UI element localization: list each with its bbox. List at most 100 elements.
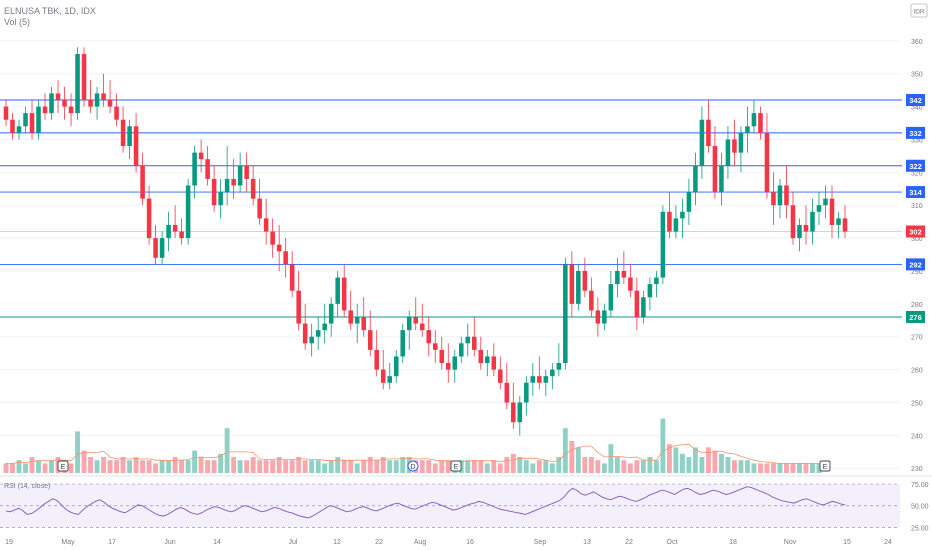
volume-bar	[250, 457, 256, 473]
candle	[159, 231, 165, 265]
candle	[413, 297, 419, 331]
candle	[49, 86, 54, 120]
currency-badge[interactable]	[910, 3, 928, 18]
candle	[276, 224, 282, 271]
volume-bar	[562, 428, 568, 473]
candle-body	[29, 113, 35, 133]
candle	[263, 198, 269, 245]
candle-body	[153, 238, 158, 258]
candle-body	[263, 218, 269, 232]
volume-bar	[595, 460, 601, 473]
candle-body	[16, 126, 22, 133]
candle	[341, 264, 347, 317]
candle	[133, 113, 139, 173]
x-tick-label: Jul	[289, 539, 298, 546]
candle-body	[816, 205, 822, 212]
candle-body	[537, 376, 542, 383]
y-tick-label: 330	[911, 137, 923, 144]
candle	[179, 218, 184, 245]
candle	[94, 86, 100, 120]
rsi-tick-label: 25.00	[911, 525, 929, 532]
candle	[289, 251, 295, 298]
candle	[478, 336, 484, 370]
candle	[114, 93, 119, 127]
candle	[777, 178, 783, 219]
candle	[29, 100, 35, 140]
candle-body	[237, 165, 243, 186]
y-tick-label: 260	[911, 368, 923, 375]
candle-body	[680, 211, 685, 219]
event-marker-earnings[interactable]: E	[57, 460, 69, 472]
volume-bar	[751, 463, 757, 473]
volume-bar	[699, 457, 705, 473]
candle-body	[322, 323, 327, 331]
volume-ma-line	[6, 443, 819, 464]
volume-bar	[211, 460, 217, 473]
volume-bar	[114, 460, 120, 473]
candle	[393, 349, 399, 383]
candle	[458, 336, 464, 364]
volume-bar	[29, 457, 35, 473]
candle-body	[315, 330, 321, 337]
rsi-tick-label: 75.00	[911, 482, 929, 489]
candle	[309, 323, 314, 357]
candle-body	[231, 178, 236, 186]
candle-body	[114, 106, 119, 120]
candle-body	[309, 336, 314, 344]
candle-body	[458, 343, 464, 357]
candle-body	[439, 349, 445, 364]
candle	[810, 198, 815, 245]
volume-bar	[653, 460, 659, 473]
x-tick-label: May	[61, 539, 75, 546]
candle-body	[198, 152, 204, 160]
earnings-icon	[57, 460, 69, 472]
x-tick-label: 22	[375, 539, 383, 546]
event-marker-earnings[interactable]: E	[819, 460, 831, 472]
candle-body	[615, 270, 620, 285]
volume-bar	[237, 460, 243, 473]
candle-body	[192, 152, 197, 186]
volume-bar	[49, 460, 54, 473]
candle-body	[628, 277, 633, 291]
candle	[524, 376, 529, 416]
candle-body	[361, 317, 366, 331]
candle-body	[348, 310, 353, 324]
candle	[511, 382, 516, 429]
event-marker-earnings[interactable]: E	[450, 460, 462, 472]
candle	[185, 178, 191, 245]
candle-body	[836, 218, 841, 225]
y-tick-label: 350	[911, 72, 923, 79]
candle	[667, 192, 672, 239]
candle-body	[94, 93, 100, 107]
volume-bar	[315, 460, 321, 473]
candle	[257, 178, 262, 225]
event-marker-dividend[interactable]: D	[407, 460, 419, 472]
volume-bar	[68, 463, 74, 473]
candle-body	[81, 53, 87, 100]
volume-bar	[166, 460, 172, 473]
y-tick-label: 360	[911, 39, 923, 46]
candle-body	[504, 382, 510, 403]
candle	[563, 257, 568, 370]
candle	[842, 205, 848, 239]
candle	[192, 146, 197, 199]
candle	[836, 211, 841, 239]
candle	[75, 47, 80, 120]
volume-bar	[673, 447, 679, 473]
candle	[589, 277, 594, 317]
candle-body	[491, 356, 497, 370]
candle-body	[55, 93, 61, 100]
candle	[784, 165, 789, 219]
candle-body	[745, 126, 750, 133]
candle	[556, 343, 562, 377]
volume-bar	[491, 460, 497, 473]
candle-body	[283, 251, 288, 265]
candle	[472, 317, 477, 357]
candle	[426, 317, 432, 357]
price-tag-bg	[906, 311, 925, 323]
candle-body	[634, 290, 640, 317]
candle-body	[335, 277, 340, 304]
candle	[42, 93, 48, 120]
candle	[608, 270, 614, 317]
